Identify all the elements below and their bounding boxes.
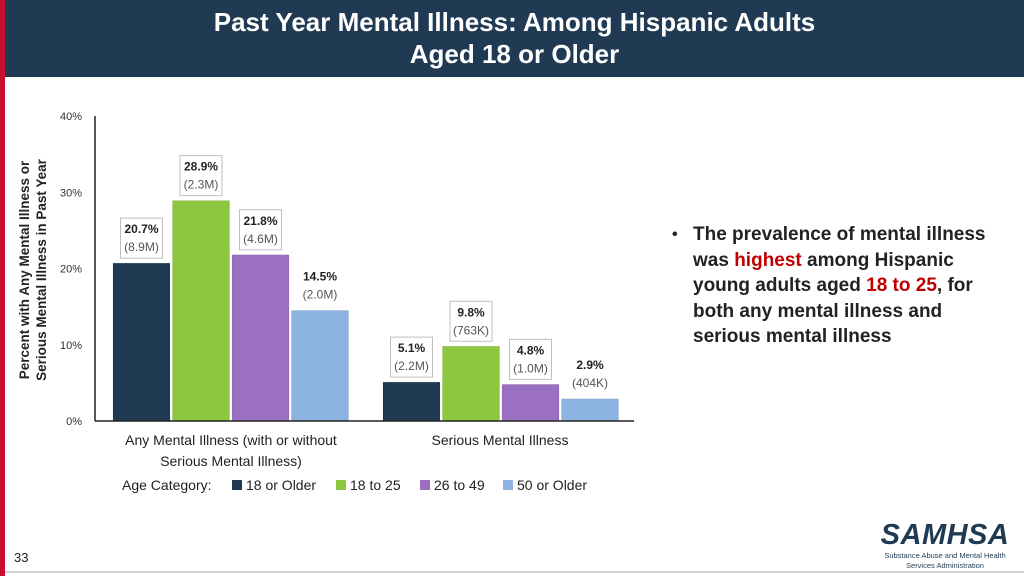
title-bar: Past Year Mental Illness: Among Hispanic… bbox=[5, 0, 1024, 77]
y-tick-label: 0% bbox=[66, 416, 82, 428]
y-axis-title: Percent with Any Mental Illness or Seriou… bbox=[17, 158, 49, 381]
data-label: 28.9% bbox=[184, 160, 218, 174]
data-label: 5.1% bbox=[398, 341, 426, 355]
data-label-box bbox=[120, 217, 163, 259]
legend-swatch bbox=[503, 480, 513, 490]
data-label-estimate: (2.0M) bbox=[303, 287, 338, 301]
data-label: 21.8% bbox=[243, 214, 277, 228]
slide-number: 33 bbox=[14, 550, 29, 565]
data-label-estimate: (2.2M) bbox=[394, 359, 429, 373]
data-label-estimate: (4.6M) bbox=[243, 232, 278, 246]
bar bbox=[501, 384, 560, 422]
bar bbox=[172, 200, 230, 422]
y-axis-title-line-2: Serious Mental Illness in Past Year bbox=[34, 158, 49, 381]
bar bbox=[442, 346, 500, 422]
legend-label: 50 or Older bbox=[517, 477, 587, 493]
slide-title-line-2: Aged 18 or Older bbox=[409, 39, 620, 69]
bar bbox=[231, 254, 290, 422]
data-label: 9.8% bbox=[457, 305, 485, 319]
finding-text-1: The prevalence of mental illness was bbox=[693, 224, 986, 271]
legend-title: Age Category: bbox=[122, 477, 212, 493]
data-label-estimate: (2.3M) bbox=[184, 178, 219, 192]
key-finding-text: The prevalence of mental illness was hig… bbox=[693, 222, 1002, 350]
data-label-box bbox=[239, 209, 282, 251]
data-label-box bbox=[449, 300, 493, 342]
footer-divider bbox=[5, 571, 1024, 573]
data-label-estimate: (1.0M) bbox=[513, 361, 548, 375]
bar bbox=[561, 398, 619, 422]
logo-wordmark: SAMHSA bbox=[880, 519, 1010, 551]
y-tick-label: 10% bbox=[60, 340, 82, 352]
y-axis-title-line-1: Percent with Any Mental Illness or bbox=[17, 160, 32, 379]
slide-title-line-1: Past Year Mental Illness: Among Hispanic… bbox=[213, 7, 816, 37]
data-label: 2.9% bbox=[576, 358, 604, 372]
legend-label: 18 or Older bbox=[246, 477, 316, 493]
x-tick-label-line-2: Serious Mental Illness) bbox=[160, 453, 302, 469]
legend-label: 18 to 25 bbox=[350, 477, 401, 493]
logo-subtitle-1: Substance Abuse and Mental Health bbox=[884, 551, 1006, 560]
key-finding-bullet: • The prevalence of mental illness was h… bbox=[672, 222, 1002, 350]
x-tick-label: Serious Mental Illness bbox=[432, 432, 569, 448]
legend-label: 26 to 49 bbox=[434, 477, 485, 493]
data-label-estimate: (404K) bbox=[572, 376, 608, 390]
finding-highlight-age: 18 to 25 bbox=[866, 275, 937, 296]
bar bbox=[112, 262, 171, 422]
data-label: 14.5% bbox=[303, 269, 337, 283]
samhsa-logo: SAMHSA Substance Abuse and Mental Health… bbox=[880, 520, 1010, 570]
bar bbox=[291, 310, 349, 422]
data-label-box bbox=[390, 336, 433, 378]
legend-swatch bbox=[420, 480, 430, 490]
data-label-estimate: (763K) bbox=[453, 323, 489, 337]
y-tick-label: 30% bbox=[60, 187, 82, 199]
bar bbox=[382, 381, 441, 422]
data-label-estimate: (8.9M) bbox=[124, 240, 159, 254]
legend-swatch bbox=[336, 480, 346, 490]
x-tick-label: Any Mental Illness (with or without bbox=[125, 432, 337, 448]
y-tick-label: 40% bbox=[60, 111, 82, 123]
data-label: 4.8% bbox=[517, 343, 545, 357]
finding-highlight-highest: highest bbox=[734, 249, 802, 271]
legend-swatch bbox=[232, 480, 242, 490]
y-tick-label: 20% bbox=[60, 264, 82, 276]
data-label: 20.7% bbox=[124, 222, 158, 236]
logo-subtitle-2: Services Administration bbox=[906, 561, 984, 570]
data-label-box bbox=[179, 155, 223, 197]
finding-text-3: , for both any mental illness and seriou… bbox=[693, 275, 973, 347]
left-accent-bar bbox=[0, 0, 5, 576]
finding-text-2: among Hispanic young adults aged bbox=[693, 249, 954, 297]
bullet-dot-icon: • bbox=[672, 226, 678, 243]
data-label-box bbox=[509, 338, 552, 380]
